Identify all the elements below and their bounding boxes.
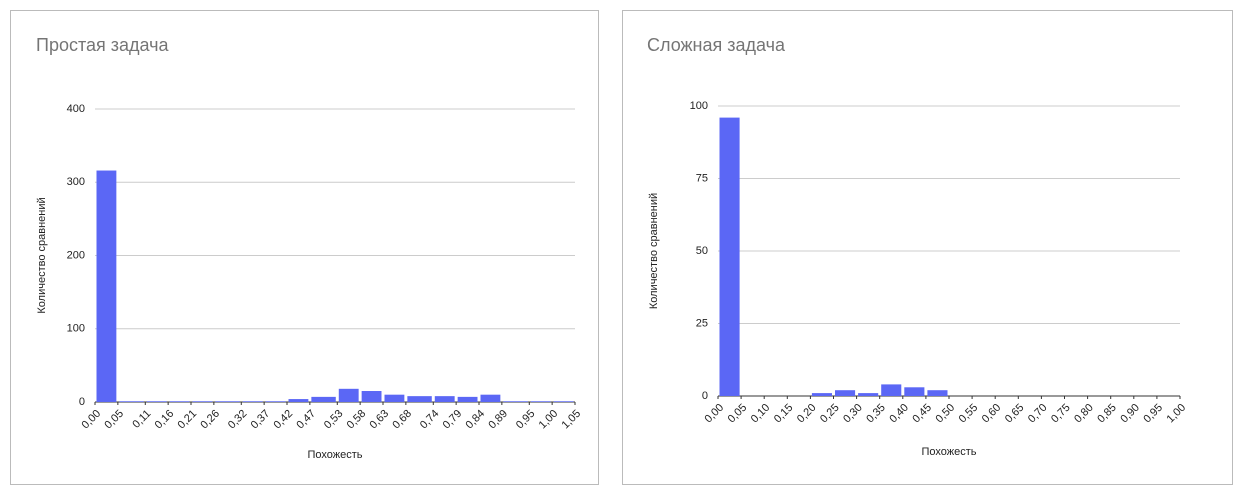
y-tick-label: 0 <box>79 396 85 408</box>
bar <box>434 396 455 402</box>
y-axis-label: Количество сравнений <box>36 197 48 313</box>
bar <box>338 388 359 402</box>
y-tick-label: 100 <box>690 100 708 112</box>
bar <box>288 399 309 402</box>
y-tick-label: 50 <box>696 245 708 257</box>
bar <box>119 401 144 402</box>
bar <box>858 393 879 396</box>
y-tick-label: 400 <box>67 103 85 115</box>
y-tick-label: 75 <box>696 172 708 184</box>
y-axis-label: Количество сравнений <box>648 193 660 309</box>
y-tick-label: 0 <box>702 390 708 402</box>
bar <box>215 401 240 402</box>
bar <box>835 390 856 396</box>
y-tick-label: 200 <box>67 249 85 261</box>
chart-title: Сложная задача <box>647 35 786 55</box>
bar <box>503 401 528 402</box>
bar <box>811 393 832 396</box>
bar <box>192 401 213 402</box>
bar <box>265 401 286 402</box>
bar <box>384 394 405 402</box>
y-tick-label: 100 <box>67 323 85 335</box>
bar <box>553 401 574 402</box>
x-axis-label: Похожесть <box>921 446 976 458</box>
x-axis-label: Похожесть <box>307 449 362 461</box>
bar <box>457 396 478 402</box>
bar <box>311 396 336 402</box>
bar <box>881 384 902 396</box>
bar <box>719 117 740 396</box>
bar <box>927 390 948 396</box>
bar <box>96 170 117 402</box>
bar <box>361 391 382 402</box>
y-tick-label: 300 <box>67 176 85 188</box>
bar <box>407 396 432 402</box>
bar <box>242 401 263 402</box>
bar <box>146 401 167 402</box>
bar <box>169 401 190 402</box>
bar <box>530 401 551 402</box>
bar <box>480 394 501 402</box>
chart-title: Простая задача <box>36 35 170 55</box>
bar <box>904 387 925 396</box>
y-tick-label: 25 <box>696 317 708 329</box>
